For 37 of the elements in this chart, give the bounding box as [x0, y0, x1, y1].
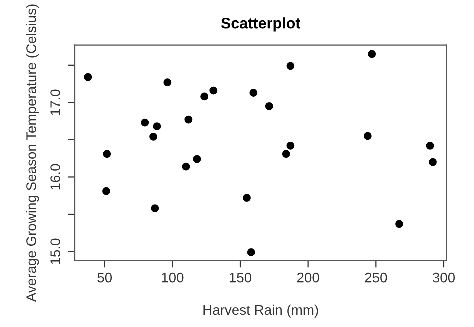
- x-tick-label: 150: [230, 272, 252, 283]
- point: [396, 220, 404, 228]
- point: [164, 78, 172, 87]
- point: [250, 89, 258, 97]
- point: [153, 122, 162, 130]
- x-axis-title: Harvest Rain (mm): [204, 304, 318, 318]
- y-tick-label: 17.0: [50, 90, 60, 116]
- point: [364, 132, 372, 140]
- point: [103, 150, 112, 158]
- point: [182, 162, 190, 171]
- y-tick-label: 15.0: [50, 238, 60, 264]
- y-axis-title: Average Growing Season Temperature (Celsius): [26, 4, 40, 302]
- point: [429, 158, 437, 166]
- point: [247, 248, 256, 256]
- x-tick-label: 300: [432, 272, 456, 283]
- point: [193, 155, 202, 164]
- y-tick-label: 16.0: [50, 164, 60, 190]
- point: [286, 142, 295, 150]
- x-tick-label: 50: [98, 272, 112, 283]
- point: [84, 73, 92, 82]
- x-tick-label: 100: [162, 272, 184, 283]
- point: [184, 116, 193, 124]
- point: [141, 118, 150, 127]
- point: [200, 92, 209, 101]
- point: [282, 150, 290, 158]
- point: [210, 86, 218, 95]
- x-tick-label: 250: [365, 272, 388, 283]
- point: [150, 133, 158, 141]
- point: [243, 194, 251, 202]
- point: [286, 62, 295, 70]
- chart-title: Scatterplot: [221, 18, 301, 32]
- point: [151, 204, 160, 212]
- point: [102, 187, 110, 196]
- point: [368, 50, 376, 58]
- point: [426, 142, 434, 150]
- point: [265, 102, 274, 110]
- x-tick-label: 200: [297, 272, 320, 283]
